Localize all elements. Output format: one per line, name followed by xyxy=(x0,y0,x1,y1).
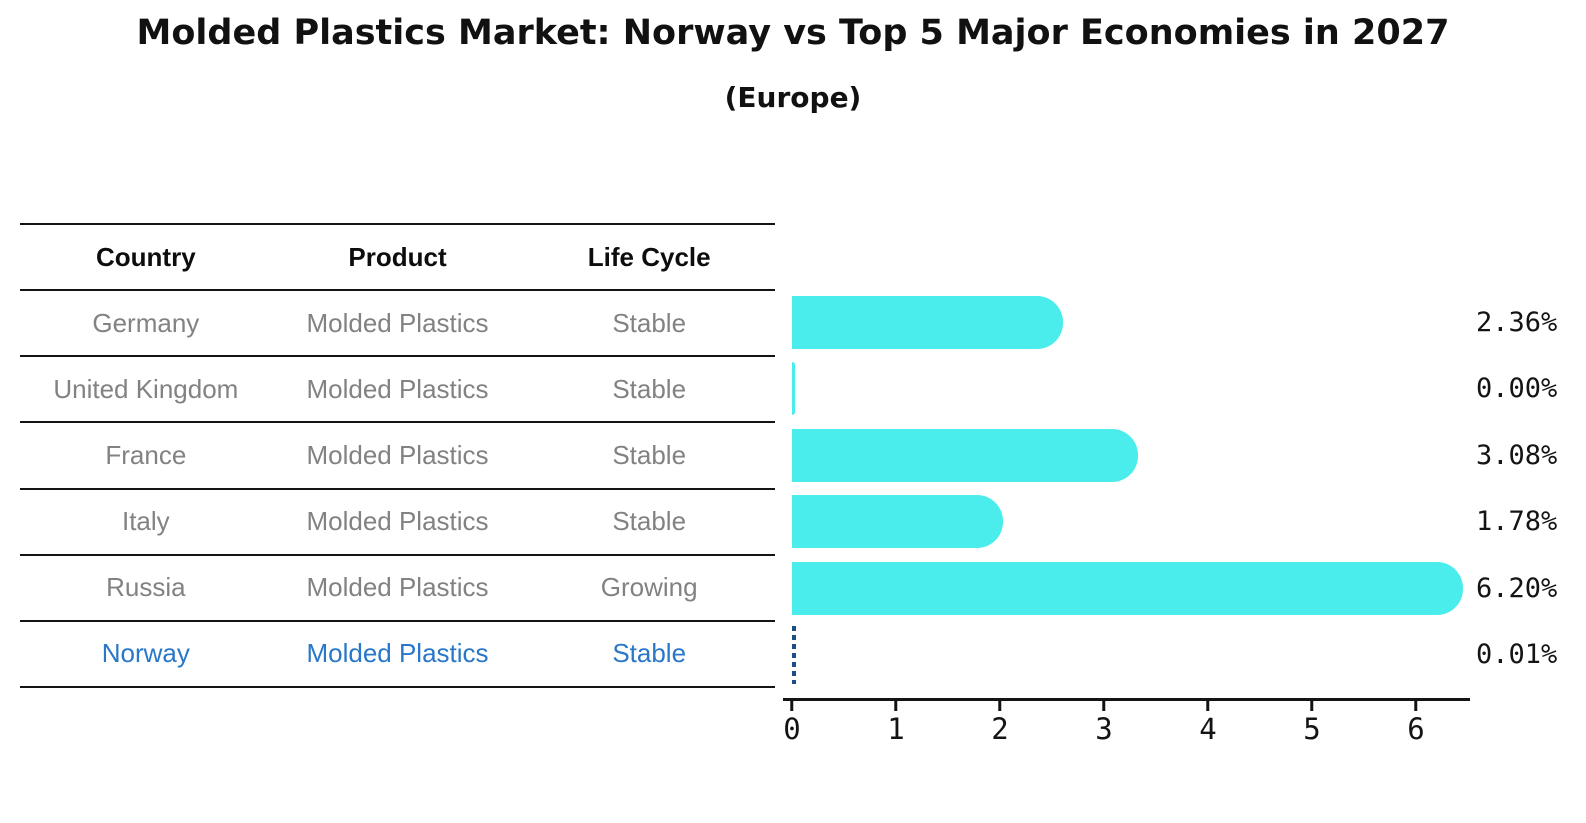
column-header-product: Product xyxy=(348,241,447,272)
bar-row-italy xyxy=(792,489,1468,556)
bar-row-norway xyxy=(792,622,1468,689)
bar-russia xyxy=(792,561,1463,615)
x-tick-5: 5 xyxy=(1303,701,1321,746)
life-cycle-cell: Stable xyxy=(612,307,687,338)
product-cell: Molded Plastics xyxy=(306,439,489,470)
tick-mark xyxy=(790,701,794,711)
country-cell: France xyxy=(105,439,187,470)
value-label-united-kingdom: 0.00% xyxy=(1476,373,1558,405)
country-cell: United Kingdom xyxy=(53,373,239,404)
life-cycle-cell: Stable xyxy=(612,439,687,470)
table-row-france: France Molded Plastics Stable xyxy=(20,421,775,487)
country-cell: Germany xyxy=(92,307,200,338)
table-row-italy: Italy Molded Plastics Stable xyxy=(20,487,775,554)
value-label-germany: 2.36% xyxy=(1476,306,1558,338)
product-cell: Molded Plastics xyxy=(306,373,489,404)
country-table: Country Product Life Cycle Germany Molde… xyxy=(20,223,775,688)
life-cycle-cell: Stable xyxy=(612,638,687,669)
bar-united-kingdom xyxy=(792,362,795,416)
tick-mark xyxy=(1206,701,1210,711)
tick-label: 6 xyxy=(1407,712,1425,746)
x-tick-3: 3 xyxy=(1095,701,1113,746)
value-label-italy: 1.78% xyxy=(1476,506,1558,538)
x-tick-6: 6 xyxy=(1407,701,1425,746)
table-row-russia: Russia Molded Plastics Growing xyxy=(20,553,775,620)
value-label-france: 3.08% xyxy=(1476,439,1558,471)
column-header-country: Country xyxy=(96,241,196,272)
bar-italy xyxy=(792,495,1004,549)
product-cell: Molded Plastics xyxy=(306,506,489,537)
tick-label: 5 xyxy=(1303,712,1321,746)
column-header-life-cycle: Life Cycle xyxy=(587,241,711,272)
life-cycle-cell: Stable xyxy=(612,506,687,537)
x-tick-4: 4 xyxy=(1199,701,1217,746)
country-cell: Norway xyxy=(101,638,190,669)
tick-mark xyxy=(1102,701,1106,711)
tick-label: 0 xyxy=(783,712,801,746)
product-cell: Molded Plastics xyxy=(306,307,489,338)
tick-mark xyxy=(1310,701,1314,711)
x-tick-1: 1 xyxy=(887,701,905,746)
table-row-united-kingdom: United Kingdom Molded Plastics Stable xyxy=(20,355,775,421)
tick-mark xyxy=(1414,701,1418,711)
bar-row-united-kingdom xyxy=(792,356,1468,423)
table-row-norway: Norway Molded Plastics Stable xyxy=(20,619,775,686)
product-cell: Molded Plastics xyxy=(306,638,489,669)
tick-label: 1 xyxy=(887,712,905,746)
norway-dashed-line-marker xyxy=(792,625,796,684)
page-title: Molded Plastics Market: Norway vs Top 5 … xyxy=(136,13,1450,53)
bar-germany xyxy=(792,295,1064,349)
bar-france xyxy=(792,428,1139,482)
x-tick-0: 0 xyxy=(783,701,801,746)
country-cell: Russia xyxy=(106,572,186,603)
bar-row-russia xyxy=(792,555,1468,622)
country-cell: Italy xyxy=(121,506,170,537)
life-cycle-cell: Growing xyxy=(600,572,698,603)
tick-label: 2 xyxy=(991,712,1009,746)
life-cycle-cell: Stable xyxy=(612,373,687,404)
bar-row-germany xyxy=(792,289,1468,356)
tick-mark xyxy=(894,701,898,711)
product-cell: Molded Plastics xyxy=(306,572,489,603)
value-label-column: 2.36% 0.00% 3.08% 1.78% 6.20% 0.01% xyxy=(1476,289,1582,688)
tick-label: 3 xyxy=(1095,712,1113,746)
value-label-norway: 0.01% xyxy=(1476,639,1558,671)
bar-row-france xyxy=(792,422,1468,489)
page-subtitle: (Europe) xyxy=(724,81,862,114)
table-row-germany: Germany Molded Plastics Stable xyxy=(20,289,775,355)
x-axis-ticks: 0 1 2 3 4 5 6 xyxy=(783,701,1468,761)
tick-label: 4 xyxy=(1199,712,1217,746)
x-axis-line xyxy=(783,698,1470,701)
tick-mark xyxy=(998,701,1002,711)
x-tick-2: 2 xyxy=(991,701,1009,746)
bar-plot-area xyxy=(792,289,1468,688)
table-header-row: Country Product Life Cycle xyxy=(20,223,775,289)
value-label-russia: 6.20% xyxy=(1476,572,1558,604)
